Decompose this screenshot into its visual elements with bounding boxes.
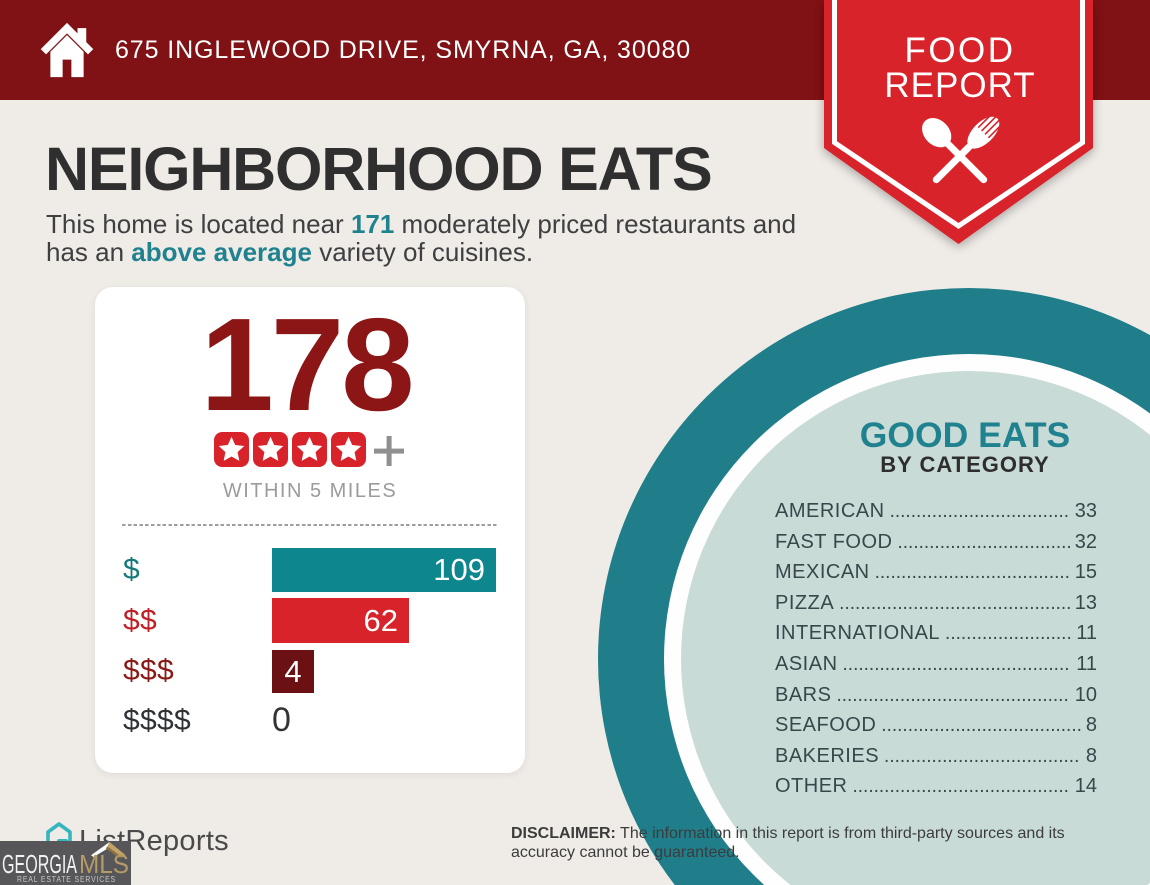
svg-text:REAL ESTATE SERVICES: REAL ESTATE SERVICES — [17, 875, 116, 884]
svg-text:MLS: MLS — [79, 849, 129, 879]
svg-text:GEORGIA: GEORGIA — [2, 849, 77, 879]
